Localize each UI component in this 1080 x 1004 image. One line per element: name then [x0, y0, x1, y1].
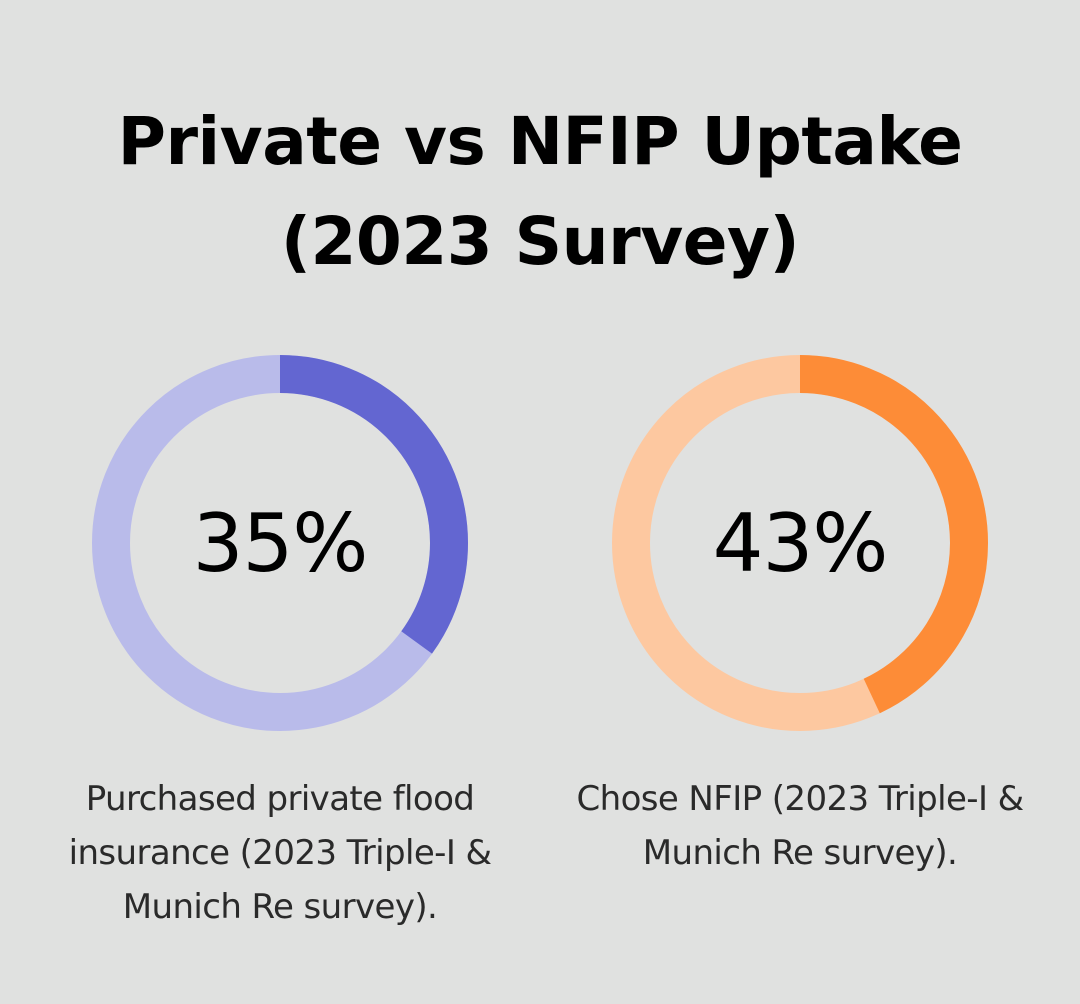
donut-value-label-private: 35%: [192, 496, 369, 590]
title-line-1: Private vs NFIP Uptake: [117, 103, 963, 180]
chart-title: Private vs NFIP Uptake (2023 Survey): [0, 92, 1080, 292]
donut-chart-private: 35%: [90, 353, 470, 733]
caption-private: Purchased private flood insurance (2023 …: [68, 779, 492, 927]
donut-arc-nfip: [612, 355, 988, 731]
donut-svg-nfip: [612, 355, 988, 731]
donut-arc-private: [92, 355, 468, 731]
donut-value-label-nfip: 43%: [712, 496, 889, 590]
title-line-2: (2023 Survey): [280, 203, 800, 280]
caption-nfip: Chose NFIP (2023 Triple-I & Munich Re su…: [576, 779, 1024, 873]
donut-chart-nfip: 43%: [610, 353, 990, 733]
donut-svg-private: [92, 355, 468, 731]
